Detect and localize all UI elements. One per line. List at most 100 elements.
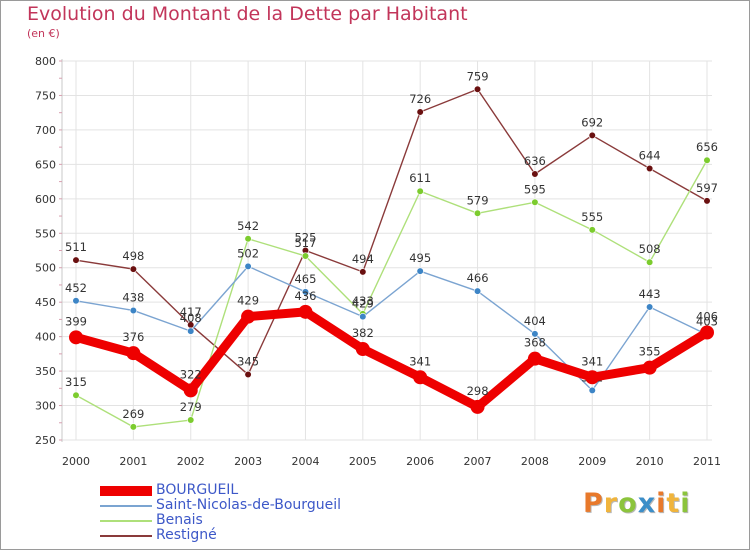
data-label: 429 xyxy=(237,294,259,308)
data-label: 636 xyxy=(524,154,546,168)
legend-swatch xyxy=(100,520,152,522)
y-tick-label: 450 xyxy=(35,296,56,309)
data-point xyxy=(183,383,198,398)
data-point xyxy=(703,156,711,164)
data-point xyxy=(129,423,137,431)
y-tick-label: 350 xyxy=(35,365,56,378)
proxiti-logo: Proxiti xyxy=(583,488,691,519)
data-label: 466 xyxy=(467,271,489,285)
x-tick-label: 2006 xyxy=(406,455,434,468)
data-label: 726 xyxy=(409,92,431,106)
chart-subtitle: (en €) xyxy=(27,27,60,40)
x-tick-label: 2004 xyxy=(291,455,319,468)
y-tick-label: 300 xyxy=(35,400,56,413)
data-point xyxy=(301,252,310,260)
data-label: 525 xyxy=(294,231,316,245)
y-tick-label: 800 xyxy=(35,55,56,68)
data-label: 692 xyxy=(581,115,603,129)
data-label: 542 xyxy=(237,219,259,233)
data-label: 406 xyxy=(696,310,718,324)
data-point xyxy=(187,416,195,424)
x-tick-label: 2005 xyxy=(349,455,377,468)
data-label: 502 xyxy=(237,246,259,260)
data-label: 404 xyxy=(524,314,546,328)
data-point xyxy=(416,187,424,195)
data-label: 759 xyxy=(467,69,489,83)
x-tick-label: 2008 xyxy=(521,455,549,468)
data-label: 498 xyxy=(122,249,144,263)
data-point xyxy=(700,325,714,340)
legend-swatch xyxy=(100,535,152,537)
data-point xyxy=(72,297,80,305)
data-point xyxy=(473,85,482,93)
x-tick-label: 2011 xyxy=(693,455,721,468)
legend-swatch xyxy=(100,486,152,496)
data-point xyxy=(527,351,542,366)
x-tick-label: 2001 xyxy=(119,455,147,468)
data-point xyxy=(241,309,256,324)
data-label: 555 xyxy=(581,210,603,224)
data-label: 611 xyxy=(409,171,431,185)
data-label: 341 xyxy=(581,354,603,368)
data-point xyxy=(703,197,711,205)
legend-label: Restigné xyxy=(156,527,217,543)
data-point xyxy=(359,313,367,321)
data-label: 368 xyxy=(524,336,546,350)
data-point xyxy=(642,360,657,375)
data-label: 511 xyxy=(65,240,87,254)
data-label: 429 xyxy=(352,297,374,311)
data-point xyxy=(470,399,485,414)
data-label: 315 xyxy=(65,375,87,389)
data-label: 417 xyxy=(180,305,202,319)
data-point xyxy=(416,108,424,116)
data-label: 298 xyxy=(467,384,489,398)
y-tick-label: 600 xyxy=(35,193,56,206)
data-label: 465 xyxy=(294,272,316,286)
y-tick-label: 700 xyxy=(35,124,56,137)
data-point xyxy=(531,330,539,338)
data-point xyxy=(129,306,137,315)
x-tick-label: 2000 xyxy=(62,455,90,468)
data-point xyxy=(473,287,482,295)
series-line-2 xyxy=(75,159,708,428)
data-label: 345 xyxy=(237,355,259,369)
y-tick-label: 750 xyxy=(35,89,56,102)
x-tick-label: 2003 xyxy=(234,455,262,468)
data-label: 438 xyxy=(122,290,144,304)
data-point xyxy=(129,265,137,273)
legend-label: Benais xyxy=(156,512,203,528)
data-point xyxy=(646,303,654,311)
data-point xyxy=(588,131,596,140)
data-label: 595 xyxy=(524,182,546,196)
data-point xyxy=(531,170,539,178)
y-tick-label: 650 xyxy=(35,158,56,171)
data-point xyxy=(416,267,424,275)
data-point xyxy=(126,346,141,361)
y-tick-label: 500 xyxy=(35,262,56,275)
data-point xyxy=(72,256,80,264)
data-label: 279 xyxy=(180,400,202,414)
data-point xyxy=(69,330,83,345)
data-point xyxy=(585,370,600,385)
data-label: 656 xyxy=(696,140,718,154)
data-label: 341 xyxy=(409,354,431,368)
data-point xyxy=(359,268,367,276)
y-tick-label: 250 xyxy=(35,434,56,447)
y-tick-label: 400 xyxy=(35,331,56,344)
data-label: 644 xyxy=(639,148,661,162)
legend-label: BOURGUEIL xyxy=(156,482,239,498)
x-tick-label: 2010 xyxy=(636,455,664,468)
data-label: 269 xyxy=(122,407,144,421)
data-point xyxy=(473,209,482,217)
data-point xyxy=(355,342,370,357)
series-line-3 xyxy=(75,88,708,376)
chart-title: Evolution du Montant de la Dette par Hab… xyxy=(27,3,468,25)
data-point xyxy=(298,304,313,319)
data-label: 382 xyxy=(352,326,374,340)
data-point xyxy=(646,164,654,173)
data-point xyxy=(244,235,252,243)
data-label: 436 xyxy=(294,289,316,303)
data-point xyxy=(413,370,428,385)
